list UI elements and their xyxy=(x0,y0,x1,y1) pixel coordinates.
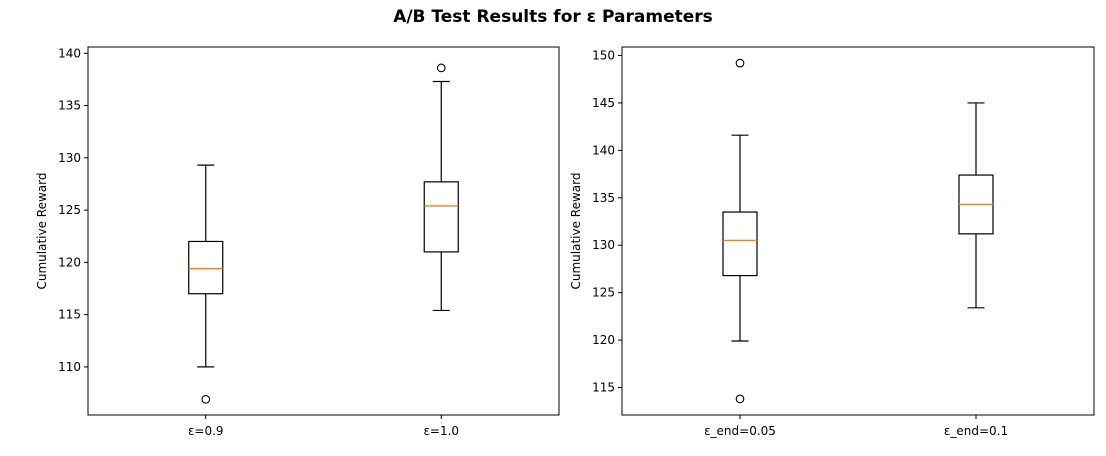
y-tick-label: 120 xyxy=(58,255,81,269)
outlier-point xyxy=(735,58,745,68)
box-1-0 xyxy=(722,58,758,404)
y-tick-label: 135 xyxy=(58,99,81,113)
iqr-box xyxy=(423,181,459,253)
y-tick-label: 125 xyxy=(592,286,615,300)
axes-frame xyxy=(621,46,1095,416)
x-tick-label: ε_end=0.05 xyxy=(704,424,776,438)
box-1-1 xyxy=(958,102,994,309)
outlier-point xyxy=(735,394,745,404)
y-tick-label: 115 xyxy=(592,380,615,394)
outlier-point xyxy=(201,394,211,404)
y-tick-label: 130 xyxy=(58,151,81,165)
figure-title: A/B Test Results for ε Parameters xyxy=(393,7,713,27)
y-axis-label: Cumulative Reward xyxy=(569,173,583,290)
y-tick-label: 115 xyxy=(58,308,81,322)
y-tick-label: 140 xyxy=(58,46,81,60)
box-0-0 xyxy=(188,164,224,404)
x-tick-label: ε=1.0 xyxy=(423,424,459,438)
outlier-point xyxy=(436,63,446,73)
y-tick-label: 135 xyxy=(592,191,615,205)
y-tick-label: 145 xyxy=(592,96,615,110)
iqr-box xyxy=(188,240,224,295)
y-tick-label: 140 xyxy=(592,143,615,157)
y-tick-label: 150 xyxy=(592,49,615,63)
x-tick-label: ε_end=0.1 xyxy=(944,424,1008,438)
y-tick-label: 125 xyxy=(58,203,81,217)
y-tick-label: 120 xyxy=(592,333,615,347)
y-axis-label: Cumulative Reward xyxy=(35,173,49,290)
iqr-box xyxy=(722,211,758,277)
x-tick-label: ε=0.9 xyxy=(188,424,224,438)
y-tick-label: 130 xyxy=(592,238,615,252)
y-tick-label: 110 xyxy=(58,360,81,374)
axes-frame xyxy=(87,46,560,416)
box-0-1 xyxy=(423,63,459,312)
